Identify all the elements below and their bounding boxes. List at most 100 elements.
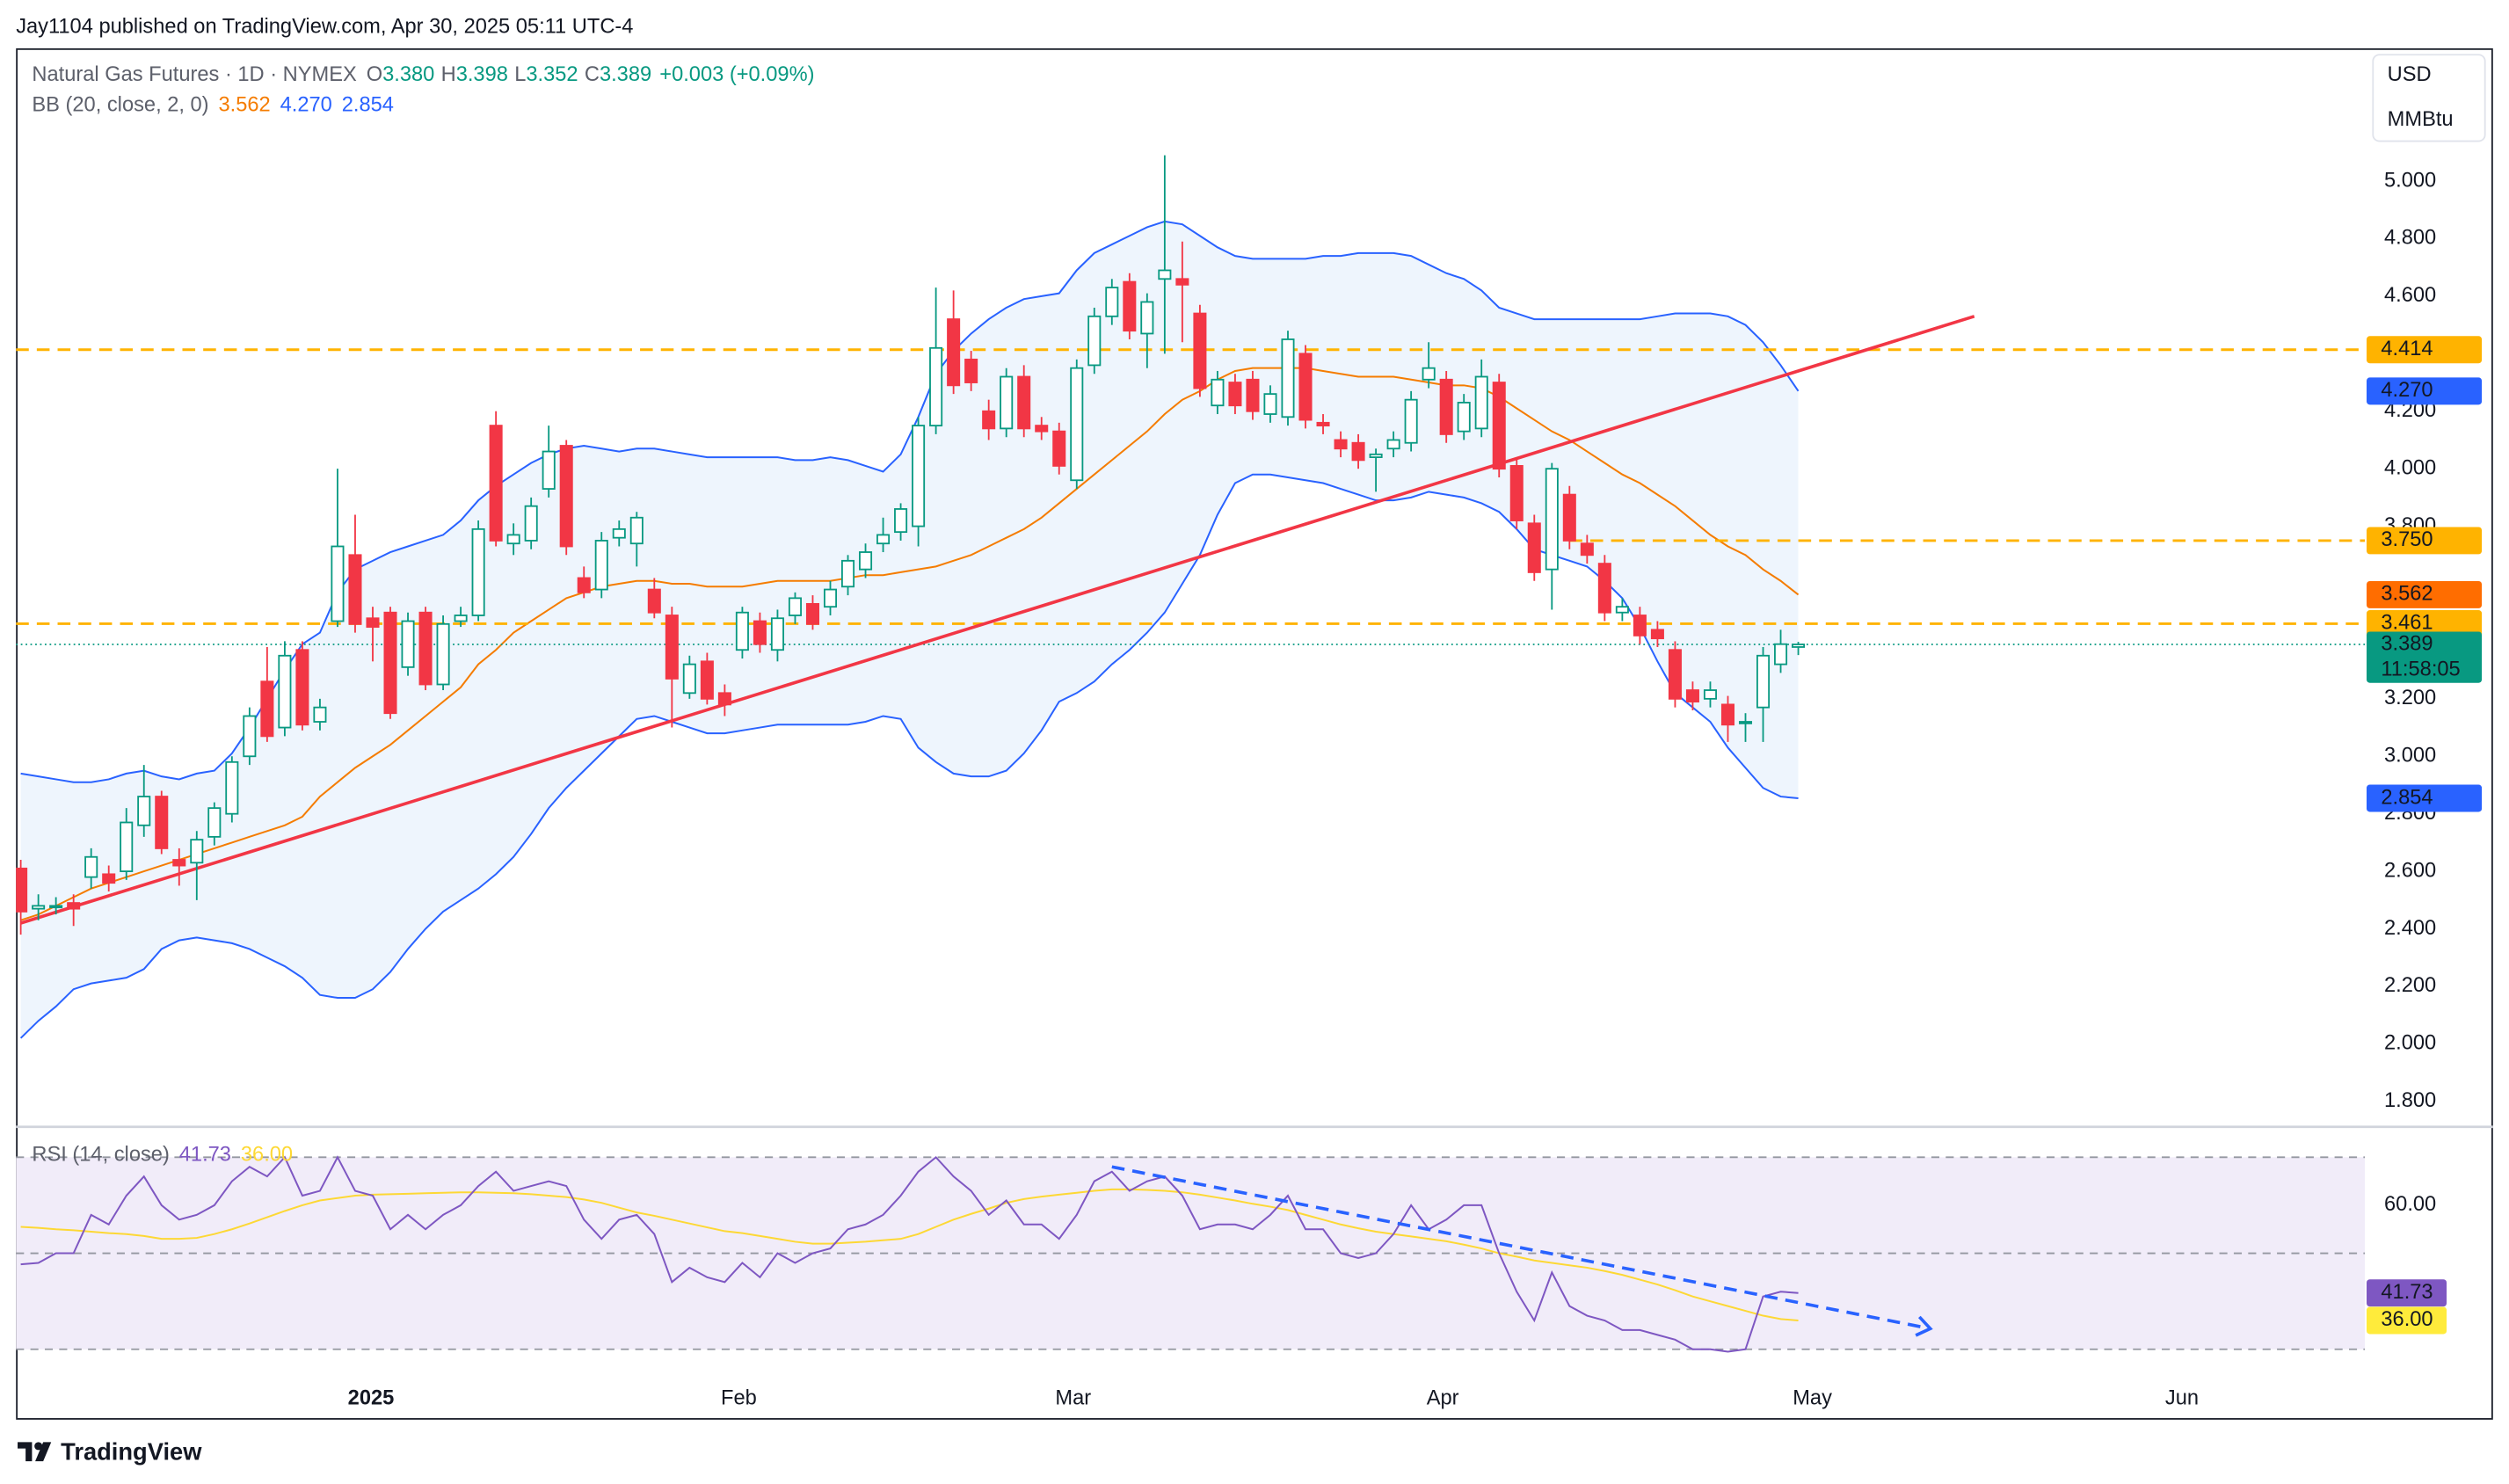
candle-body (1246, 378, 1260, 412)
candle-body (1087, 315, 1102, 367)
legend-text: +0.003 (+0.09%) (659, 63, 814, 86)
currency[interactable]: USD (2388, 63, 2432, 86)
candle-body (1580, 542, 1594, 556)
price-label: 3.461 (2381, 612, 2433, 635)
candle-body (859, 551, 873, 571)
candle-body (1369, 453, 1383, 458)
price-label: 4.270 (2381, 379, 2433, 402)
candle-body (1597, 563, 1611, 614)
candle-body (418, 611, 433, 686)
legend-line: RSI (14, close) 41.73 36.00 (32, 1144, 293, 1167)
candle-body (1615, 606, 1629, 614)
candle-body (577, 577, 591, 593)
y-tick-label: 3.000 (2384, 745, 2436, 767)
logo-dot (34, 1442, 43, 1451)
y-tick-label: 5.000 (2384, 169, 2436, 192)
candle-body (1545, 468, 1559, 571)
candle-body (506, 534, 520, 545)
candle-body (190, 839, 204, 864)
price-label: 3.562 (2381, 583, 2433, 606)
candle-body (137, 796, 151, 826)
legend-text: Natural Gas Futures · 1D · NYMEX (32, 63, 357, 86)
candle-body (823, 588, 838, 608)
legend-text: BB (20, close, 2, 0) (32, 94, 208, 117)
candle-body (542, 450, 556, 490)
candle-body (295, 649, 309, 726)
candle-body (331, 545, 345, 622)
candle-body (1562, 493, 1576, 542)
x-tick-label: Feb (721, 1386, 757, 1409)
legend-text: 3.562 (218, 94, 270, 117)
candle-body (489, 425, 503, 542)
legend-text: 3.389 (600, 63, 651, 86)
candle-body (665, 615, 679, 680)
candle-body (260, 680, 274, 738)
footer-logo: TradingView (18, 1437, 202, 1465)
y-tick-label: 4.000 (2384, 456, 2436, 479)
candle-body (1457, 402, 1471, 433)
rsi-label: 41.73 (2381, 1281, 2433, 1304)
rsi-label-box (2367, 1279, 2447, 1307)
candle-body (1281, 338, 1295, 418)
x-tick-label: Mar (1055, 1386, 1091, 1409)
footer-brand: TradingView (61, 1437, 202, 1465)
candle-body (454, 615, 468, 622)
unit-box-frame (2372, 54, 2486, 142)
legend-text: C (585, 63, 600, 86)
candle-body (348, 554, 362, 625)
rsi-trend-arrow (1915, 1315, 1933, 1337)
unit-box[interactable]: USD MMBtu (2372, 54, 2486, 142)
candle-body (383, 611, 397, 715)
price-label-box (2367, 527, 2483, 555)
price-label: 2.854 (2381, 786, 2433, 809)
price-label-box (2367, 610, 2483, 637)
y-tick-label: 2.400 (2384, 917, 2436, 940)
candle-body (912, 425, 926, 527)
candle-body (735, 611, 749, 651)
candle-body (1316, 421, 1330, 427)
legend-text: L (514, 63, 526, 86)
candle-body (717, 692, 731, 706)
candle-body (84, 855, 98, 878)
y-tick-label: 2.000 (2384, 1032, 2436, 1055)
candle-body (947, 318, 961, 387)
candle-body (1738, 721, 1753, 724)
candle-body (1774, 643, 1788, 666)
candle-body (1017, 375, 1031, 430)
candle-body (1474, 375, 1488, 430)
candle-body (1105, 287, 1119, 317)
y-tick-label: 4.800 (2384, 227, 2436, 250)
candle-body (929, 346, 943, 427)
legend-line: Natural Gas Futures · 1D · NYMEX O3.380 H3… (32, 63, 814, 86)
published-line: Jay1104 published on TradingView.com, Ap… (16, 16, 633, 39)
legend-text: 4.270 (280, 94, 332, 117)
candle-body (612, 527, 626, 539)
candle-body (1404, 398, 1418, 444)
candle-body (647, 588, 661, 614)
rsi-label: 36.00 (2381, 1308, 2433, 1331)
candle-body (207, 807, 222, 838)
price-label-box (2367, 631, 2483, 683)
x-tick-label: Apr (1427, 1386, 1459, 1409)
candle-body (1263, 393, 1277, 415)
candle-body (120, 821, 134, 873)
candle-body (629, 516, 644, 545)
legend-text: H (441, 63, 456, 86)
legend-text: 36.00 (241, 1144, 293, 1167)
legend-text: 3.380 (382, 63, 434, 86)
y-tick-label: 2.600 (2384, 859, 2436, 882)
candle-body (243, 715, 257, 758)
unit[interactable]: MMBtu (2388, 108, 2454, 131)
candle-body (1650, 629, 1664, 640)
candle-body (1158, 269, 1172, 280)
candle-body (1175, 278, 1189, 286)
candle-body (1228, 382, 1242, 407)
candle-body (594, 540, 608, 591)
candle-body (67, 902, 81, 910)
candle-body (16, 867, 28, 913)
candle-body (1298, 353, 1313, 421)
candle-body (805, 602, 819, 625)
candle-body (1720, 703, 1735, 726)
logo-mark (18, 1442, 33, 1462)
